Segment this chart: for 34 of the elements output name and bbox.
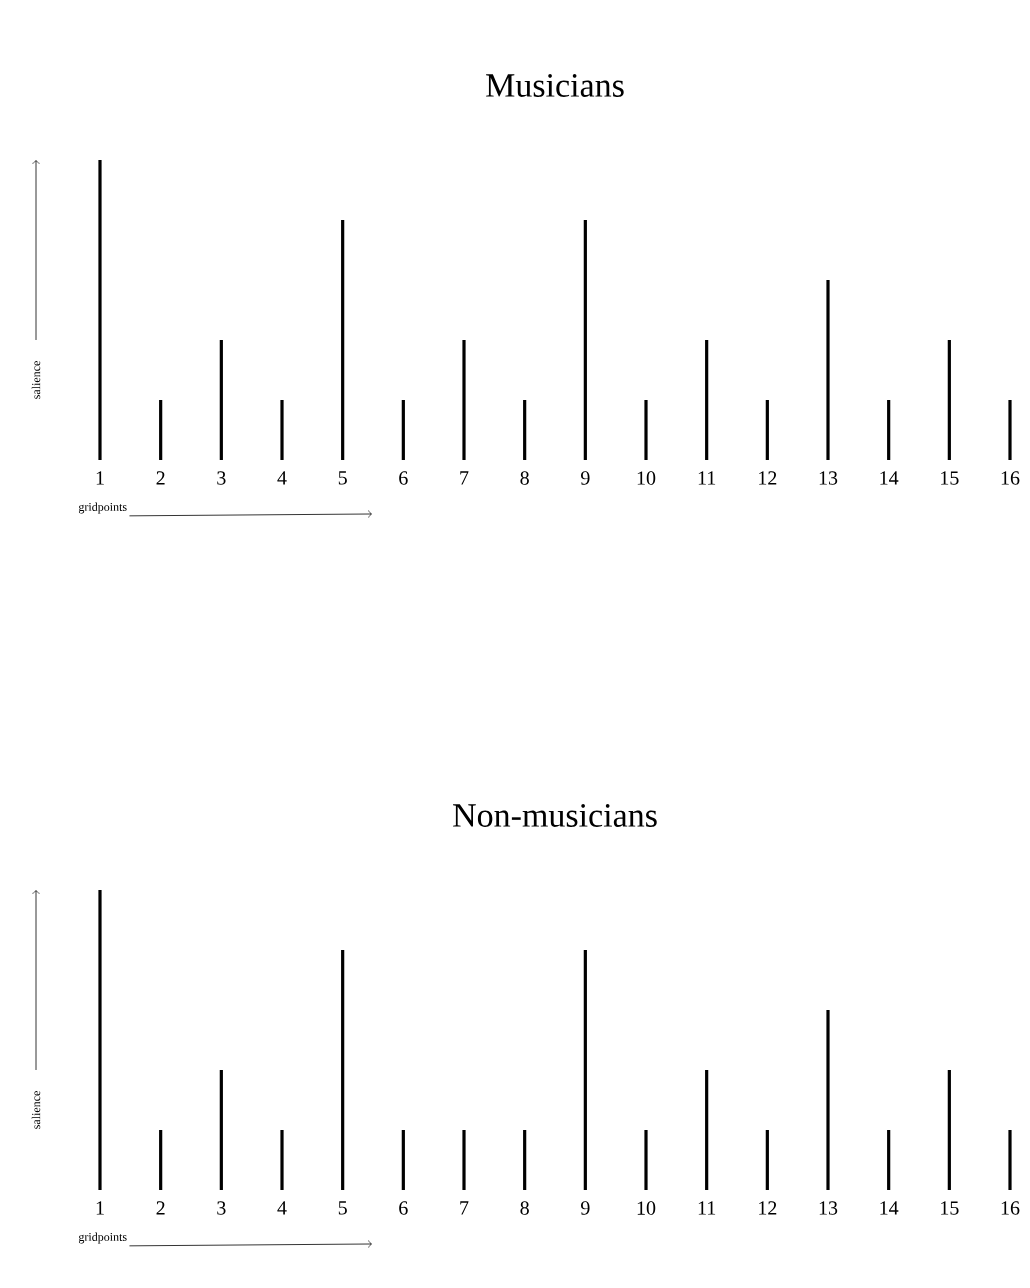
x-tick-label: 4 bbox=[277, 471, 287, 485]
chart-title: Musicians bbox=[486, 74, 624, 97]
x-tick-label: 14 bbox=[880, 471, 899, 485]
x-tick-label: 3 bbox=[217, 1201, 226, 1215]
x-tick-label: 13 bbox=[819, 1201, 838, 1215]
x-tick-label: 12 bbox=[759, 471, 777, 485]
x-tick-label: 13 bbox=[819, 471, 838, 485]
x-tick-label: 7 bbox=[460, 471, 469, 485]
x-tick-label: 10 bbox=[637, 471, 656, 485]
x-tick-label: 5 bbox=[338, 1201, 347, 1215]
x-tick-label: 2 bbox=[156, 1201, 165, 1215]
x-tick-label: 1 bbox=[96, 1201, 104, 1215]
x-tick-label: 16 bbox=[1001, 471, 1020, 485]
x-tick-label: 1 bbox=[96, 471, 104, 485]
x-tick-label: 11 bbox=[698, 1201, 716, 1215]
x-tick-label: 5 bbox=[338, 471, 347, 485]
x-tick-label: 2 bbox=[156, 471, 165, 485]
x-tick-label: 11 bbox=[698, 471, 716, 485]
x-tick-label: 4 bbox=[277, 1201, 287, 1215]
x-tick-label: 3 bbox=[217, 471, 226, 485]
x-tick-label: 9 bbox=[580, 1201, 590, 1215]
x-tick-label: 7 bbox=[460, 1201, 469, 1215]
chart-title: Non-musicians bbox=[453, 804, 657, 827]
x-tick-label: 15 bbox=[941, 1201, 959, 1215]
x-tick-label: 6 bbox=[399, 471, 408, 485]
x-tick-label: 12 bbox=[759, 1201, 777, 1215]
x-tick-label: 15 bbox=[941, 471, 959, 485]
x-tick-label: 14 bbox=[880, 1201, 899, 1215]
x-tick-label: 10 bbox=[637, 1201, 656, 1215]
x-tick-label: 8 bbox=[520, 1201, 529, 1215]
x-tick-label: 16 bbox=[1001, 1201, 1020, 1215]
x-tick-label: 6 bbox=[399, 1201, 408, 1215]
x-tick-label: 9 bbox=[580, 471, 590, 485]
x-tick-label: 8 bbox=[520, 471, 529, 485]
